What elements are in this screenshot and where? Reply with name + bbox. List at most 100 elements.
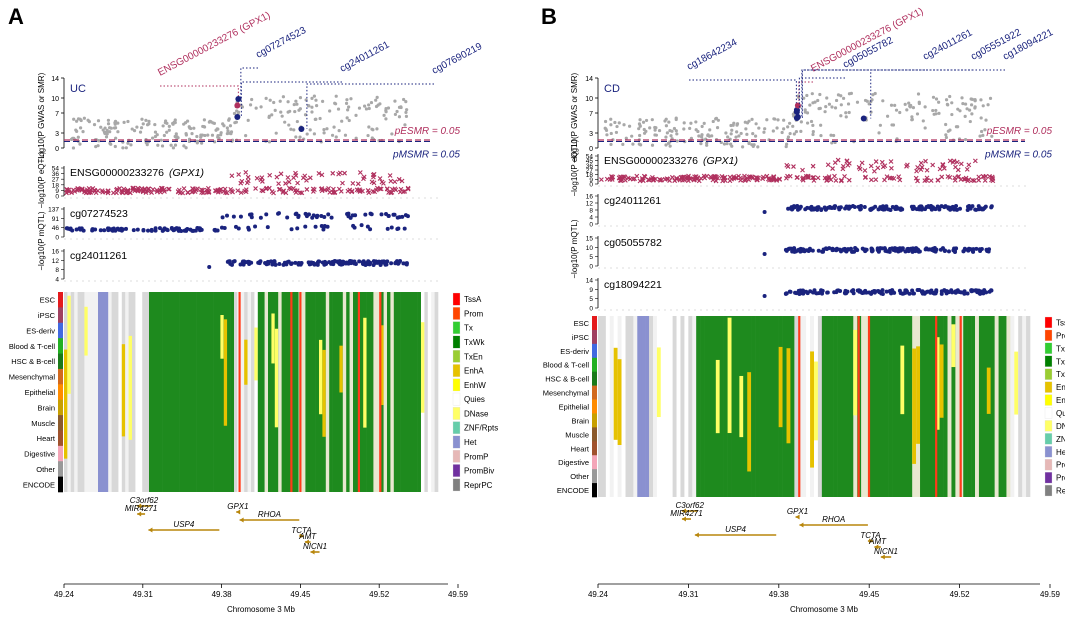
- gwas-point: [176, 136, 180, 140]
- mqtl-point: [876, 247, 881, 252]
- mqtl-point: [170, 226, 175, 231]
- eqtl-point: [680, 177, 685, 183]
- gwas-point: [165, 130, 169, 134]
- gwas-point: [113, 122, 117, 126]
- eqtl-point: [243, 189, 249, 195]
- eqtl-point: [924, 167, 930, 173]
- gwas-point: [803, 108, 807, 112]
- eqtl-point: [863, 174, 868, 180]
- gwas-point: [950, 112, 954, 117]
- heatmap-column: [865, 316, 870, 497]
- mqtl-point: [273, 262, 278, 267]
- tissue-group-label: Digestive: [24, 450, 55, 459]
- heatmap-column: [660, 316, 666, 497]
- track-probe-label: cg05055782: [604, 237, 662, 249]
- gwas-point: [788, 121, 792, 125]
- tissue-color-swatch: [592, 427, 597, 442]
- eqtl-point: [399, 178, 405, 184]
- gene-name: NICN1: [874, 547, 898, 556]
- eqtl-point: [374, 185, 380, 191]
- gwas-point: [298, 135, 302, 139]
- gwas-point: [963, 137, 968, 142]
- mqtl-point: [904, 290, 909, 295]
- gwas-point: [322, 127, 326, 132]
- mqtl-point: [907, 291, 912, 296]
- mqtl-point: [805, 248, 810, 253]
- heatmap-column: [305, 292, 310, 492]
- gwas-point: [844, 115, 848, 119]
- heatmap-enhancer-block: [617, 359, 622, 445]
- eqtl-point: [166, 186, 172, 192]
- heatmap-column: [1022, 316, 1027, 497]
- heatmap-column: [135, 292, 140, 492]
- gwas-point: [771, 129, 775, 133]
- mqtl-point: [363, 212, 368, 217]
- heatmap-column: [872, 316, 878, 497]
- gwas-point: [122, 120, 126, 124]
- gwas-point: [834, 98, 839, 103]
- gwas-point: [931, 95, 936, 99]
- heatmap-column: [719, 316, 724, 497]
- mqtl-point: [231, 214, 236, 219]
- eqtl-point: [131, 185, 136, 191]
- eqtl-point: [342, 170, 347, 176]
- gwas-point: [916, 92, 921, 96]
- gene-strand-arrow: [874, 544, 879, 550]
- eqtl-point: [269, 189, 275, 194]
- gwas-point: [915, 112, 920, 116]
- pesmr-label: pESMR = 0.05: [394, 126, 461, 137]
- eqtl-point: [692, 174, 697, 180]
- gwas-point: [314, 98, 318, 102]
- gwas-point: [162, 133, 166, 138]
- tissue-color-swatch: [592, 357, 597, 372]
- mqtl-point: [816, 291, 821, 296]
- smr-leader: [689, 79, 797, 110]
- gwas-point: [603, 126, 607, 130]
- eqtl-y-label: −log10(P eQTL): [570, 139, 579, 196]
- eqtl-point: [785, 173, 790, 179]
- eqtl-point: [336, 186, 342, 192]
- heatmap-column: [176, 292, 180, 492]
- mqtl-point: [879, 206, 884, 211]
- gwas-point: [630, 134, 634, 138]
- gwas-point: [289, 127, 293, 131]
- eqtl-point: [222, 186, 228, 192]
- gwas-point: [130, 127, 134, 131]
- heatmap-column: [888, 316, 893, 497]
- eqtl-point: [619, 174, 624, 180]
- mqtl-point: [965, 291, 970, 296]
- gwas-point: [865, 99, 869, 103]
- heatmap-column: [731, 316, 736, 497]
- gwas-point: [390, 132, 394, 136]
- gwas-point: [969, 103, 974, 107]
- eqtl-point: [295, 180, 300, 186]
- gwas-point: [200, 141, 204, 145]
- gwas-point: [244, 134, 248, 138]
- heatmap-column: [220, 292, 225, 492]
- gwas-point: [382, 113, 386, 117]
- gwas-point: [792, 132, 796, 136]
- eqtl-point: [923, 158, 928, 164]
- mqtl-point: [935, 204, 940, 209]
- legend-swatch: [452, 364, 461, 377]
- mqtl-point: [265, 225, 270, 230]
- eqtl-point: [713, 174, 718, 179]
- legend-label: Prom: [1056, 331, 1065, 340]
- mqtl-point: [931, 290, 936, 295]
- eqtl-point: [838, 178, 844, 184]
- legend-label: PromBiv: [1056, 474, 1065, 483]
- track-tick-label: 12: [52, 258, 60, 265]
- eqtl-point: [609, 177, 615, 182]
- mqtl-point: [296, 213, 301, 218]
- gwas-point: [267, 114, 271, 118]
- eqtl-point: [204, 187, 210, 193]
- mqtl-point: [952, 248, 957, 253]
- gwas-point: [303, 113, 308, 117]
- heatmap-column: [179, 292, 184, 492]
- legend-swatch: [1044, 407, 1053, 419]
- eqtl-point: [124, 188, 130, 194]
- gwas-point: [808, 103, 812, 107]
- heatmap-column: [325, 292, 330, 492]
- gwas-point: [785, 142, 789, 146]
- gwas-point: [737, 134, 741, 138]
